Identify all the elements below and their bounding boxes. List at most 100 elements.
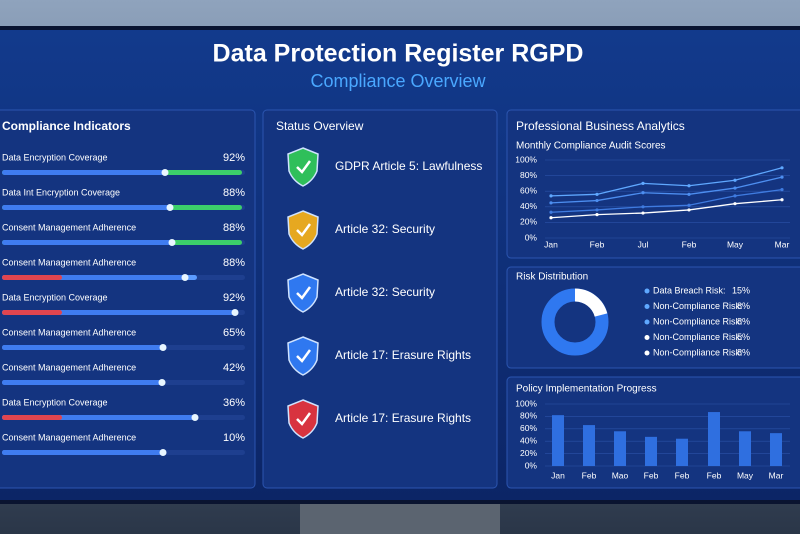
y-tick-label: 20% — [520, 217, 537, 227]
chart-title: Monthly Compliance Audit Scores — [516, 141, 666, 152]
page-subtitle: Compliance Overview — [310, 71, 486, 91]
shield-icon — [287, 336, 319, 376]
bar-knob — [166, 204, 174, 211]
x-tick-label: Feb — [582, 470, 597, 480]
x-tick-label: Jan — [551, 470, 565, 480]
risk-value: 5% — [737, 332, 750, 342]
line-series — [550, 199, 783, 219]
indicator-value: 10% — [223, 432, 245, 444]
line-point — [780, 198, 784, 202]
line-point — [641, 181, 645, 185]
panel-title: Compliance Indicators — [2, 119, 131, 133]
check-icon — [296, 160, 312, 174]
bar-fill — [2, 415, 62, 420]
bar-knob — [161, 169, 169, 176]
line-point — [733, 178, 737, 182]
risk-label: Data Breach Risk: — [653, 285, 726, 295]
bar — [552, 415, 564, 466]
line-series — [550, 167, 783, 197]
bar-fill — [2, 310, 62, 315]
bar — [645, 436, 657, 466]
line-point — [549, 194, 553, 198]
x-tick-label: May — [727, 239, 744, 249]
risk-value: 15% — [732, 285, 750, 295]
y-tick-label: 100% — [515, 154, 537, 164]
bar-fill — [2, 345, 165, 350]
status-label: GDPR Article 5: Lawfulness — [335, 159, 482, 173]
risk-label: Non-Compliance Risk: — [653, 332, 743, 342]
x-tick-label: Jul — [638, 239, 649, 249]
status-label: Article 17: Erasure Rights — [335, 348, 471, 362]
risk-label: Non-Compliance Risk: — [653, 347, 743, 357]
bar-knob — [191, 414, 199, 421]
indicator-value: 42% — [223, 362, 245, 374]
y-tick-label: 80% — [520, 411, 537, 421]
check-icon — [296, 286, 312, 300]
y-tick-label: 60% — [520, 423, 537, 433]
x-tick-label: Mar — [775, 239, 790, 249]
bar-knob — [159, 449, 167, 456]
line-point — [733, 194, 737, 198]
bar — [770, 433, 782, 466]
legend-dot — [644, 350, 650, 356]
line-point — [549, 216, 553, 220]
risk-value: 8% — [737, 347, 750, 357]
panel-title: Professional Business Analytics — [516, 119, 685, 133]
bar — [614, 431, 626, 466]
indicator-label: Data Encryption Coverage — [2, 292, 108, 302]
line-point — [687, 208, 691, 212]
line-point — [549, 201, 553, 205]
indicator-value: 65% — [223, 327, 245, 339]
y-tick-label: 40% — [520, 435, 537, 445]
bar-knob — [231, 309, 239, 316]
monitor-stand — [300, 500, 500, 534]
donut-segment — [574, 288, 608, 318]
legend-dot — [644, 319, 650, 325]
indicator-label: Data Int Encryption Coverage — [2, 187, 120, 197]
bar-fill — [2, 170, 167, 175]
line-point — [733, 186, 737, 190]
x-tick-label: Feb — [590, 239, 605, 249]
chart-title: Policy Implementation Progress — [516, 384, 657, 395]
line-point — [780, 166, 784, 170]
risk-value: 8% — [737, 301, 750, 311]
x-tick-label: Mao — [612, 470, 629, 480]
line-point — [595, 208, 599, 212]
line-point — [641, 191, 645, 195]
bar-fill — [2, 205, 172, 210]
bar-fill — [2, 275, 62, 280]
line-series — [550, 188, 783, 213]
y-tick-label: 20% — [520, 448, 537, 458]
line-series — [550, 176, 783, 204]
indicator-label: Consent Management Adherence — [2, 362, 136, 372]
line-point — [687, 192, 691, 196]
indicator-value: 88% — [223, 257, 245, 269]
line-point — [641, 205, 645, 209]
y-tick-label: 0% — [525, 460, 538, 470]
x-tick-label: Feb — [675, 470, 690, 480]
y-tick-label: 60% — [520, 185, 537, 195]
status-label: Article 32: Security — [335, 222, 435, 236]
indicator-value: 92% — [223, 152, 245, 164]
x-tick-label: Feb — [682, 239, 697, 249]
line-point — [595, 213, 599, 217]
indicator-label: Data Encryption Coverage — [2, 152, 108, 162]
indicator-value: 88% — [223, 187, 245, 199]
bar-knob — [159, 344, 167, 351]
y-tick-label: 100% — [515, 398, 537, 408]
panel — [506, 376, 800, 489]
shield-icon — [287, 273, 319, 313]
indicator-label: Consent Management Adherence — [2, 222, 136, 232]
shield-icon — [287, 399, 319, 439]
line-point — [549, 210, 553, 214]
line-point — [595, 198, 599, 203]
check-icon — [296, 349, 312, 363]
bar-fill — [2, 380, 164, 385]
indicator-value: 88% — [223, 222, 245, 234]
indicator-label: Consent Management Adherence — [2, 432, 136, 442]
check-icon — [296, 412, 312, 426]
bar-knob — [181, 274, 189, 281]
line-point — [780, 188, 784, 192]
status-label: Article 17: Erasure Rights — [335, 411, 471, 425]
